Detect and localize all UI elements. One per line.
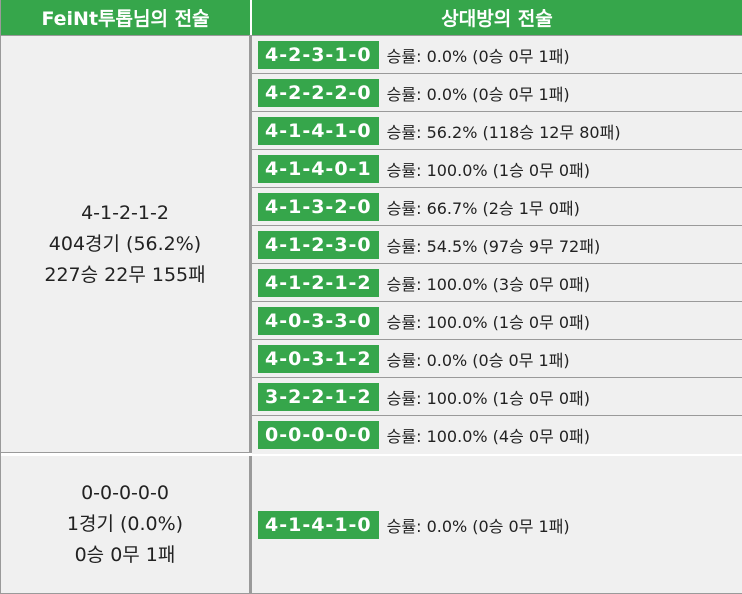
- my-games-count: 404경기 (56.2%): [48, 232, 202, 255]
- opponent-row: 4-2-2-2-0 승률: 0.0% (0승 0무 1패): [252, 74, 742, 112]
- opponent-row: 3-2-2-1-2 승률: 100.0% (1승 0무 0패): [252, 378, 742, 416]
- group-divider: [1, 453, 742, 456]
- opponent-formation-badge: 0-0-0-0-0: [258, 421, 379, 449]
- table-header: FeiNt투톱님의 전술 상대방의 전술: [1, 0, 742, 36]
- opponent-row: 4-0-3-1-2 승률: 0.0% (0승 0무 1패): [252, 340, 742, 378]
- opponent-win-rate: 승률: 66.7% (2승 1무 0패): [386, 198, 580, 218]
- opponent-formation-badge: 4-2-2-2-0: [258, 78, 379, 107]
- opponent-row: 0-0-0-0-0 승률: 100.0% (4승 0무 0패): [252, 416, 742, 454]
- opponent-win-rate: 승률: 0.0% (0승 0무 1패): [386, 350, 570, 370]
- my-tactics-header: FeiNt투톱님의 전술: [1, 0, 252, 35]
- opponent-row: 4-1-4-1-0 승률: 0.0% (0승 0무 1패): [252, 505, 742, 544]
- opponent-formation-badge: 4-1-4-1-0: [258, 510, 379, 539]
- opponent-win-rate: 승률: 100.0% (1승 0무 0패): [386, 388, 591, 408]
- opponent-win-rate: 승률: 100.0% (1승 0무 0패): [386, 312, 591, 332]
- opponent-tactics-header: 상대방의 전술: [252, 0, 742, 35]
- opponent-row: 4-1-3-2-0 승률: 66.7% (2승 1무 0패): [252, 188, 742, 226]
- opponent-win-rate: 승률: 54.5% (97승 9무 72패): [386, 236, 601, 256]
- opponent-win-rate: 승률: 56.2% (118승 12무 80패): [386, 122, 621, 142]
- opponent-formation-badge: 4-0-3-3-0: [258, 306, 379, 335]
- opponent-formation-badge: 4-1-3-2-0: [258, 192, 379, 221]
- opponent-formation-badge: 4-1-4-0-1: [258, 154, 379, 183]
- opponent-row: 4-1-2-1-2 승률: 100.0% (3승 0무 0패): [252, 264, 742, 302]
- my-record: 0승 0무 1패: [74, 544, 176, 566]
- my-formation: 4-1-2-1-2: [81, 201, 169, 224]
- opponent-formation-badge: 4-1-2-1-2: [258, 268, 379, 297]
- opponent-formation-badge: 4-1-2-3-0: [258, 230, 379, 259]
- my-formation: 0-0-0-0-0: [81, 482, 169, 504]
- tactic-group: 0-0-0-0-0 1경기 (0.0%) 0승 0무 1패 4-1-4-1-0 승…: [1, 456, 742, 594]
- opponent-formation-badge: 3-2-2-1-2: [258, 382, 379, 411]
- opponent-row: 4-2-3-1-0 승률: 0.0% (0승 0무 1패): [252, 36, 742, 74]
- my-games-count: 1경기 (0.0%): [66, 513, 184, 535]
- opponent-row: 4-0-3-3-0 승률: 100.0% (1승 0무 0패): [252, 302, 742, 340]
- opponent-row: 4-1-4-0-1 승률: 100.0% (1승 0무 0패): [252, 150, 742, 188]
- my-tactic-cell: 4-1-2-1-2 404경기 (56.2%) 227승 22무 155패: [1, 36, 252, 452]
- opponent-row: 4-1-2-3-0 승률: 54.5% (97승 9무 72패): [252, 226, 742, 264]
- my-tactic-cell: 0-0-0-0-0 1경기 (0.0%) 0승 0무 1패: [1, 456, 252, 593]
- opponent-formation-badge: 4-1-4-1-0: [258, 116, 379, 145]
- opponent-formation-badge: 4-0-3-1-2: [258, 344, 379, 373]
- opponent-win-rate: 승률: 0.0% (0승 0무 1패): [386, 516, 570, 536]
- tactic-group: 4-1-2-1-2 404경기 (56.2%) 227승 22무 155패 4-…: [1, 36, 742, 454]
- opponent-list: 4-2-3-1-0 승률: 0.0% (0승 0무 1패) 4-2-2-2-0 승률…: [252, 36, 742, 454]
- opponent-win-rate: 승률: 100.0% (1승 0무 0패): [386, 160, 591, 180]
- opponent-formation-badge: 4-2-3-1-0: [258, 40, 379, 69]
- opponent-win-rate: 승률: 0.0% (0승 0무 1패): [386, 46, 570, 66]
- my-record: 227승 22무 155패: [44, 263, 206, 286]
- opponent-list: 4-1-4-1-0 승률: 0.0% (0승 0무 1패): [252, 456, 742, 593]
- opponent-row: 4-1-4-1-0 승률: 56.2% (118승 12무 80패): [252, 112, 742, 150]
- opponent-win-rate: 승률: 100.0% (3승 0무 0패): [386, 274, 591, 294]
- opponent-win-rate: 승률: 0.0% (0승 0무 1패): [386, 84, 570, 104]
- opponent-win-rate: 승률: 100.0% (4승 0무 0패): [386, 427, 591, 446]
